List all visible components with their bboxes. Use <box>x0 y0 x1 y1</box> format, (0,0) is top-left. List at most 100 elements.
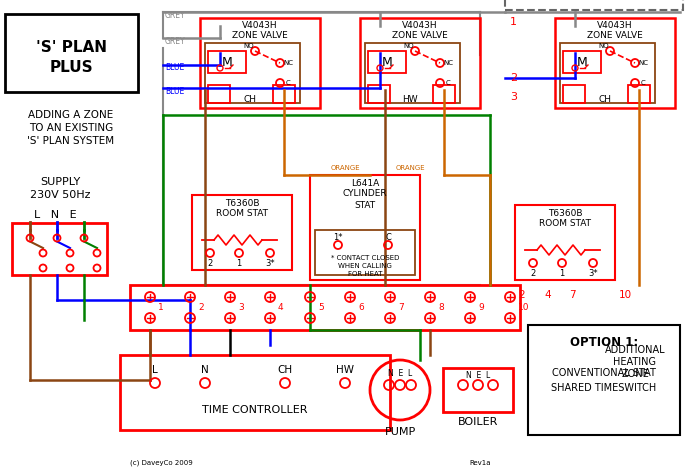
Text: C: C <box>286 80 290 86</box>
Text: C: C <box>385 233 391 241</box>
Text: 1: 1 <box>237 258 241 268</box>
Text: NC: NC <box>283 60 293 66</box>
Text: SUPPLY: SUPPLY <box>40 177 80 187</box>
Bar <box>555 18 675 108</box>
Text: GREY: GREY <box>165 37 186 46</box>
Text: CH: CH <box>598 95 611 104</box>
Text: NO: NO <box>404 43 414 49</box>
Text: 1*: 1* <box>333 233 343 241</box>
Bar <box>360 18 480 108</box>
Text: NO: NO <box>244 43 255 49</box>
Text: N  E  L: N E L <box>388 370 412 379</box>
Bar <box>205 43 300 103</box>
Text: BLUE: BLUE <box>165 88 184 96</box>
Text: N: N <box>201 365 209 375</box>
Text: NC: NC <box>638 60 648 66</box>
Text: NO: NO <box>599 43 609 49</box>
Text: SHARED TIMESWITCH: SHARED TIMESWITCH <box>551 383 657 393</box>
Text: 4: 4 <box>278 302 284 312</box>
Text: BOILER: BOILER <box>457 417 498 427</box>
Text: PUMP: PUMP <box>384 427 415 437</box>
Text: CYLINDER: CYLINDER <box>343 190 387 198</box>
Text: 3: 3 <box>238 302 244 312</box>
Text: 3: 3 <box>510 92 517 102</box>
Text: 6: 6 <box>358 302 364 312</box>
Text: M: M <box>382 56 393 68</box>
Text: 2: 2 <box>198 302 204 312</box>
Text: ROOM STAT: ROOM STAT <box>216 209 268 218</box>
Bar <box>12 223 107 275</box>
Text: 1: 1 <box>560 269 564 278</box>
Text: C: C <box>446 80 451 86</box>
Text: 230V 50Hz: 230V 50Hz <box>30 190 90 200</box>
Text: HW: HW <box>336 365 354 375</box>
Bar <box>433 85 455 103</box>
Text: CH: CH <box>244 95 257 104</box>
Text: GREY: GREY <box>165 12 186 21</box>
Bar <box>515 205 615 280</box>
Text: ADDITIONAL: ADDITIONAL <box>604 345 665 355</box>
Text: V4043H: V4043H <box>402 22 438 30</box>
Text: Rev1a: Rev1a <box>469 460 491 466</box>
Bar <box>315 230 415 275</box>
Text: TO AN EXISTING: TO AN EXISTING <box>29 123 113 133</box>
Text: HEATING: HEATING <box>613 357 656 367</box>
Text: 'S' PLAN: 'S' PLAN <box>35 39 106 54</box>
Bar <box>5 14 138 92</box>
Text: ORANGE: ORANGE <box>395 165 425 171</box>
Bar <box>130 285 520 330</box>
Bar <box>120 355 390 430</box>
Text: 1: 1 <box>510 17 517 27</box>
Text: FOR HEAT: FOR HEAT <box>348 271 382 277</box>
Text: N  E  L: N E L <box>466 371 490 380</box>
Bar <box>368 85 390 103</box>
Text: 2: 2 <box>208 258 213 268</box>
Bar <box>208 51 246 73</box>
Text: 10: 10 <box>518 302 529 312</box>
Text: STAT: STAT <box>355 200 375 210</box>
Text: ADDING A ZONE: ADDING A ZONE <box>28 110 114 120</box>
Text: ORANGE: ORANGE <box>331 165 359 171</box>
Text: 8: 8 <box>438 302 444 312</box>
Text: L: L <box>152 365 158 375</box>
Bar <box>528 325 680 435</box>
Text: TIME CONTROLLER: TIME CONTROLLER <box>202 405 308 415</box>
Text: ZONE VALVE: ZONE VALVE <box>392 31 448 41</box>
Text: BLUE: BLUE <box>165 64 184 73</box>
Text: 'S' PLAN SYSTEM: 'S' PLAN SYSTEM <box>28 136 115 146</box>
Text: ZONE VALVE: ZONE VALVE <box>587 31 643 41</box>
Text: WHEN CALLING: WHEN CALLING <box>338 263 392 269</box>
Text: M: M <box>577 56 587 68</box>
Text: V4043H: V4043H <box>242 22 278 30</box>
Text: ZONE VALVE: ZONE VALVE <box>232 31 288 41</box>
Text: 3*: 3* <box>588 269 598 278</box>
Text: CONVENTIONAL STAT: CONVENTIONAL STAT <box>552 368 656 378</box>
Bar <box>563 85 585 103</box>
Text: CH: CH <box>277 365 293 375</box>
Bar <box>192 195 292 270</box>
Text: PLUS: PLUS <box>49 60 93 75</box>
Text: 4: 4 <box>544 290 551 300</box>
Text: V4043H: V4043H <box>597 22 633 30</box>
Bar <box>560 43 655 103</box>
Bar <box>505 0 683 10</box>
Text: L   N   E: L N E <box>34 210 77 220</box>
Bar <box>273 85 295 103</box>
Text: 2: 2 <box>531 269 535 278</box>
Text: T6360B: T6360B <box>225 198 259 207</box>
Text: OPTION 1:: OPTION 1: <box>570 336 638 350</box>
Bar <box>368 51 406 73</box>
Text: 9: 9 <box>478 302 484 312</box>
Bar <box>365 43 460 103</box>
Text: 5: 5 <box>318 302 324 312</box>
Bar <box>208 85 230 103</box>
Bar <box>200 18 320 108</box>
Text: M: M <box>221 56 233 68</box>
Text: 7: 7 <box>398 302 404 312</box>
Text: L641A: L641A <box>351 178 379 188</box>
Text: 3*: 3* <box>265 258 275 268</box>
Text: * CONTACT CLOSED: * CONTACT CLOSED <box>331 255 400 261</box>
Text: ROOM STAT: ROOM STAT <box>539 219 591 227</box>
Bar <box>563 51 601 73</box>
Text: 2: 2 <box>510 73 517 83</box>
